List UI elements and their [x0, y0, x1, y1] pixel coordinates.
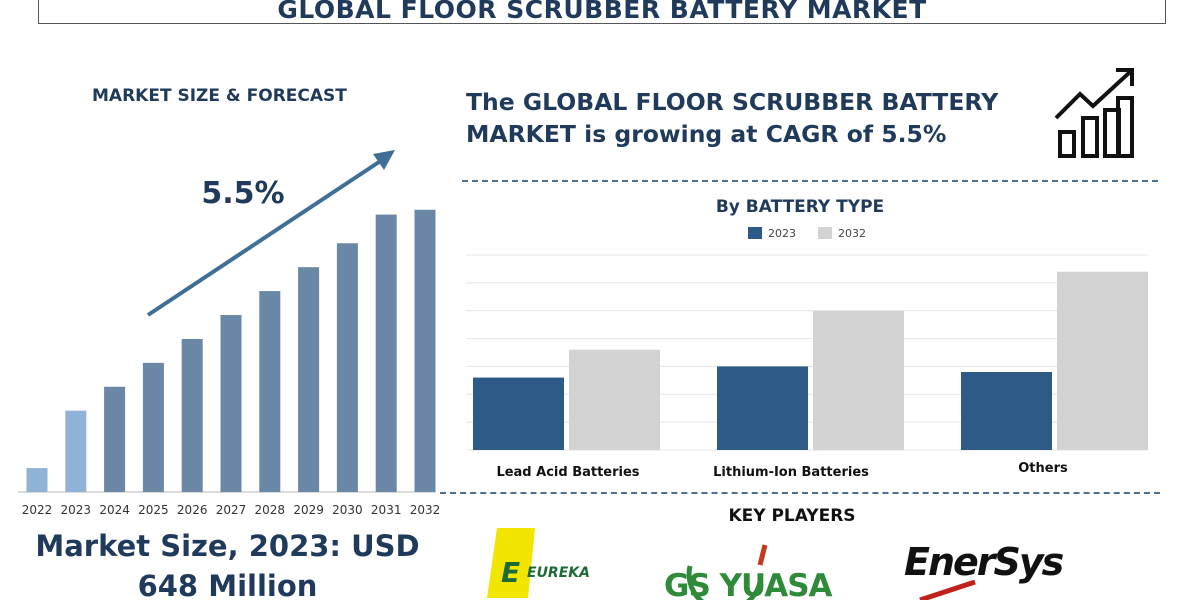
market-size-line-1: Market Size, 2023: USD	[35, 529, 420, 563]
forecast-bar-2022	[26, 468, 48, 492]
enersys-logo: EnerSys	[904, 540, 1066, 600]
title-box: GLOBAL FLOOR SCRUBBER BATTERY MARKET	[38, 0, 1166, 24]
legend-label-2032: 2032	[838, 227, 866, 240]
separator-bottom	[440, 492, 1160, 494]
eureka-logo: E EUREKA	[487, 528, 590, 598]
forecast-bar-2032	[414, 209, 436, 493]
legend-swatch-2023	[748, 227, 762, 239]
svg-text:GS YUASA: GS YUASA	[664, 568, 833, 600]
forecast-tick-2026: 2026	[177, 503, 208, 517]
forecast-bar-2023	[65, 410, 87, 492]
forecast-tick-2028: 2028	[255, 503, 286, 517]
forecast-bar-2028	[259, 291, 281, 492]
forecast-bar-2027	[220, 315, 242, 492]
market-size-text: Market Size, 2023: USD 648 Million	[20, 526, 435, 606]
battery-bar-others-2032	[1057, 271, 1148, 450]
battery-chart-legend: 2023 2032	[748, 227, 866, 240]
headline-line-1: The GLOBAL FLOOR SCRUBBER BATTERY	[466, 88, 999, 116]
forecast-bar-2025	[142, 362, 164, 492]
category-label-1: Lithium-Ion Batteries	[713, 465, 869, 480]
forecast-tick-2030: 2030	[332, 503, 363, 517]
forecast-tick-2032: 2032	[410, 503, 441, 517]
battery-bar-lithium-ion-batteries-2023	[717, 366, 808, 450]
forecast-tick-2027: 2027	[216, 503, 247, 517]
forecast-bar-2030	[336, 243, 358, 492]
battery-bar-lead-acid-batteries-2023	[473, 377, 564, 450]
legend-label-2023: 2023	[768, 227, 796, 240]
battery-bar-lithium-ion-batteries-2032	[813, 310, 904, 450]
page-title: GLOBAL FLOOR SCRUBBER BATTERY MARKET	[277, 0, 927, 24]
market-forecast-title: MARKET SIZE & FORECAST	[92, 86, 347, 106]
forecast-tick-2024: 2024	[99, 503, 130, 517]
separator-top	[462, 180, 1158, 182]
market-size-line-2: 648 Million	[137, 569, 318, 603]
battery-chart-title: By BATTERY TYPE	[716, 197, 884, 217]
headline-line-2: MARKET is growing at CAGR of 5.5%	[466, 120, 947, 148]
cagr-label: 5.5%	[201, 176, 284, 211]
battery-bar-lead-acid-batteries-2032	[569, 349, 660, 450]
svg-text:E: E	[501, 556, 520, 589]
category-label-2: Others	[1018, 461, 1068, 476]
battery-bar-others-2023	[961, 372, 1052, 450]
growth-arrow	[146, 150, 395, 317]
forecast-bar-2024	[104, 386, 126, 492]
svg-text:EnerSys: EnerSys	[904, 540, 1064, 584]
key-players-title: KEY PLAYERS	[728, 506, 855, 526]
legend-swatch-2032	[818, 227, 832, 239]
headline: The GLOBAL FLOOR SCRUBBER BATTERY MARKET…	[466, 86, 1046, 150]
gs-yuasa-logo: GS YUASA	[664, 544, 834, 600]
category-label-0: Lead Acid Batteries	[496, 465, 639, 480]
forecast-tick-2025: 2025	[138, 503, 169, 517]
forecast-bar-2029	[298, 267, 320, 492]
forecast-bar-2026	[181, 338, 203, 492]
forecast-bar-2031	[375, 214, 397, 493]
forecast-tick-2023: 2023	[61, 503, 92, 517]
forecast-tick-2031: 2031	[371, 503, 402, 517]
svg-text:EUREKA: EUREKA	[527, 565, 590, 581]
forecast-tick-2029: 2029	[293, 503, 324, 517]
forecast-tick-2022: 2022	[22, 503, 53, 517]
